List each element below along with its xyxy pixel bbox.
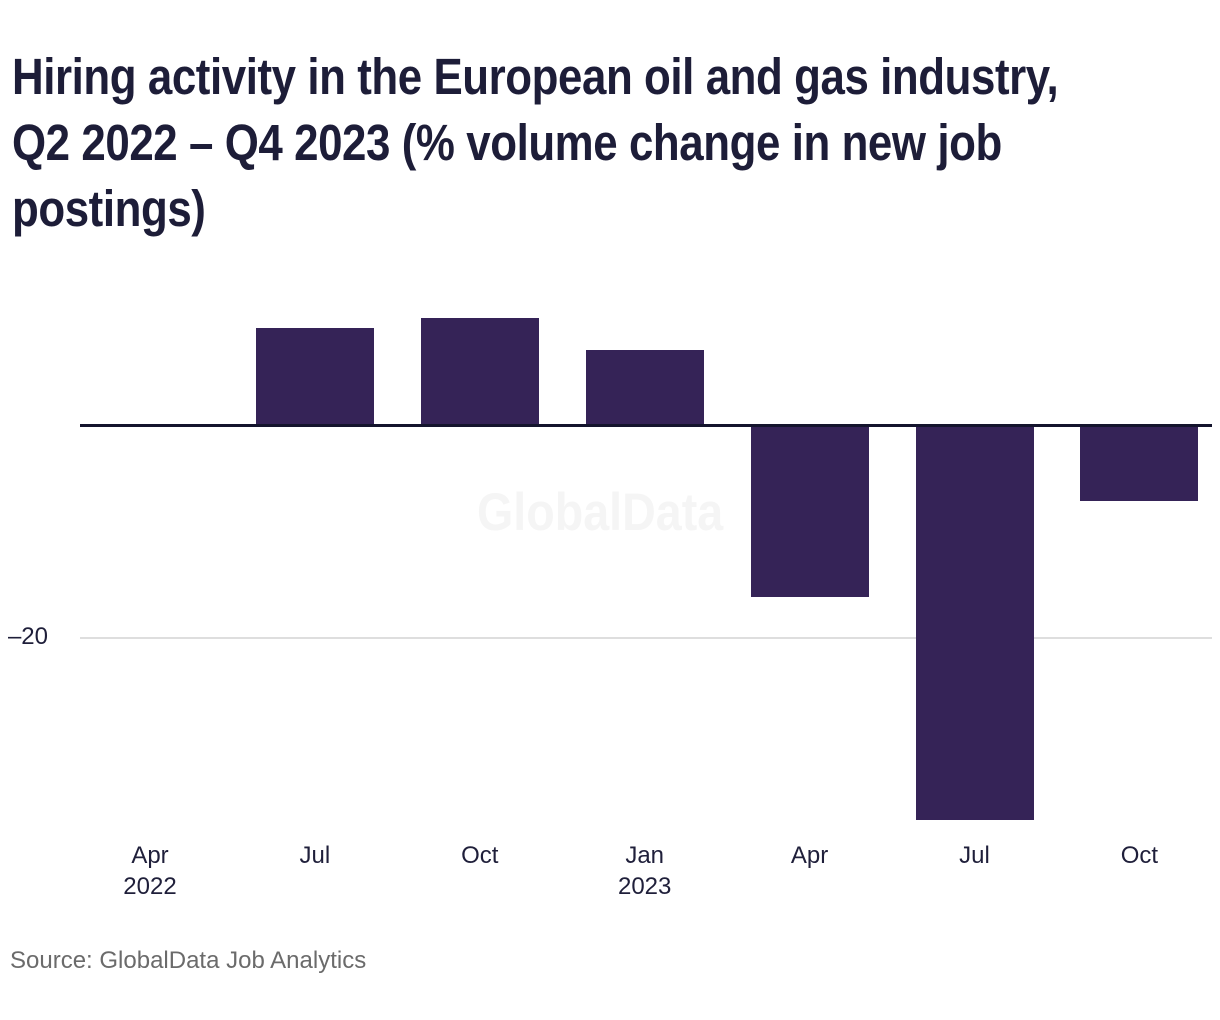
- x-tick-label-4: Apr: [727, 840, 893, 871]
- bar-6: [1080, 427, 1199, 502]
- x-tick-label-0: Apr 2022: [67, 840, 233, 902]
- x-tick-label-2: Oct: [397, 840, 563, 871]
- chart-title-line-3: postings): [12, 180, 206, 237]
- chart-title-line-2: Q2 2022 – Q4 2023 (% volume change in ne…: [12, 114, 1002, 171]
- x-tick-label-3: Jan 2023: [562, 840, 728, 902]
- x-tick-label-line: Jul: [959, 842, 990, 869]
- zero-axis-line: [80, 424, 1212, 427]
- x-tick-label-6: Oct: [1056, 840, 1220, 871]
- gridline-minus-20: [80, 637, 1212, 639]
- x-tick-label-line: 2023: [617, 873, 672, 900]
- x-tick-label-line: Jan: [625, 842, 665, 869]
- chart-title-line-1: Hiring activity in the European oil and …: [12, 48, 1059, 105]
- x-tick-label-1: Jul: [232, 840, 398, 871]
- source-caption: Source: GlobalData Job Analytics: [10, 947, 367, 974]
- x-tick-label-line: Apr: [790, 842, 829, 869]
- x-tick-label-line: Apr: [131, 842, 169, 869]
- bar-4: [750, 427, 869, 597]
- bar-5: [915, 427, 1034, 821]
- bar-1: [255, 328, 374, 424]
- globaldata-watermark: GlobalData: [477, 483, 724, 542]
- x-tick-label-line: Oct: [1120, 842, 1159, 869]
- bar-2: [420, 317, 539, 424]
- bar-3: [585, 349, 704, 424]
- x-tick-label-line: Oct: [461, 842, 499, 869]
- x-tick-label-line: 2022: [123, 873, 177, 900]
- chart-title: Hiring activity in the European oil and …: [12, 44, 1220, 242]
- x-tick-label-line: Jul: [299, 842, 331, 869]
- y-tick-label-minus-20: –20: [7, 623, 48, 650]
- x-tick-label-5: Jul: [892, 840, 1058, 871]
